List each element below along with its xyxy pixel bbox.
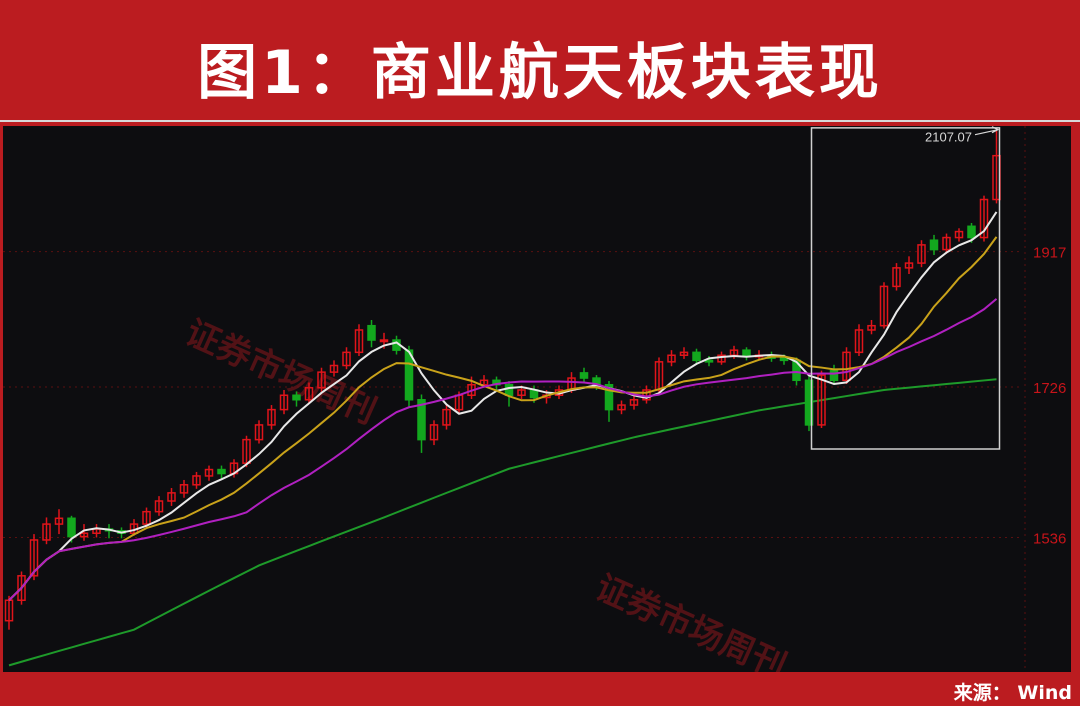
candle-up (817, 374, 826, 426)
candle-up (342, 351, 351, 367)
candle-up (717, 354, 726, 363)
candle-down (704, 359, 714, 363)
candle-down (692, 351, 701, 362)
ma5-line (8, 211, 998, 601)
candle-up (517, 389, 526, 396)
candle-up (954, 230, 964, 239)
source-label: 来源： Wind (953, 682, 1072, 704)
candle-up (17, 575, 26, 602)
candle-up (204, 468, 214, 477)
candle-up (142, 510, 151, 525)
watermark: 证券市场周刊 (590, 568, 792, 672)
candle-down (742, 349, 751, 357)
candle-down (579, 372, 589, 379)
highlight-box (810, 127, 1001, 450)
candle-down (404, 349, 414, 401)
candle-up (54, 517, 64, 525)
candle-up (329, 364, 339, 373)
ma10-line (8, 236, 998, 601)
candle-up (279, 394, 289, 411)
candle-up (892, 267, 901, 288)
candle-up (854, 329, 864, 354)
candle-down (829, 369, 839, 382)
candle-up (617, 404, 626, 411)
candle-up (479, 379, 489, 386)
ma-long-line (8, 378, 997, 667)
candle-down (804, 379, 814, 426)
candle-down (779, 357, 789, 362)
candle-up (979, 198, 989, 239)
candlestick-chart: 1536 1726 1917 证券市场周刊 证券市场周刊 2107.07 (3, 126, 1075, 686)
candle-up (879, 285, 889, 327)
candle-down (417, 399, 426, 441)
candle-up (942, 236, 951, 251)
footer-bar: 来源： Wind (0, 672, 1080, 706)
candle-up (192, 475, 201, 486)
y-tick-label: 1726 (1033, 380, 1066, 397)
y-tick-label: 1917 (1033, 245, 1066, 262)
candle-up (317, 371, 326, 389)
ma20-line (8, 298, 998, 601)
candle-up (179, 484, 189, 494)
y-tick-label: 1536 (1033, 530, 1066, 547)
candle-up (304, 386, 314, 401)
candle-up (629, 399, 639, 406)
arrow-icon (974, 126, 1000, 136)
candle-up (79, 532, 89, 538)
candle-up (167, 492, 176, 502)
candle-down (292, 394, 301, 401)
candle-up (642, 389, 651, 401)
candle-up (904, 262, 914, 269)
candle-down (367, 324, 376, 341)
candle-up (679, 351, 689, 357)
candle-up (842, 351, 851, 382)
candle-down (792, 359, 801, 382)
candle-down (504, 384, 514, 396)
candle-down (929, 239, 939, 251)
candle-up (442, 408, 451, 426)
candle-up (29, 539, 39, 577)
candle-up (254, 424, 264, 441)
title-bar: 图1：商业航天板块表现 (0, 0, 1080, 122)
candle-up (267, 408, 276, 426)
candle-down (67, 517, 76, 538)
watermark: 证券市场周刊 (180, 313, 382, 432)
candle-down (604, 384, 614, 411)
candle-up (867, 324, 876, 331)
candle-down (217, 468, 226, 475)
candle-up (354, 329, 364, 354)
candle-up (667, 354, 676, 363)
candle-up (42, 523, 51, 541)
max-price-label: 2107.07 (925, 130, 972, 145)
candle-down (967, 225, 976, 239)
candle-up (429, 424, 439, 441)
candle-up (917, 244, 926, 264)
candle-up (379, 339, 389, 343)
candle-up (154, 500, 164, 513)
chart-title: 图1：商业航天板块表现 (197, 38, 883, 108)
